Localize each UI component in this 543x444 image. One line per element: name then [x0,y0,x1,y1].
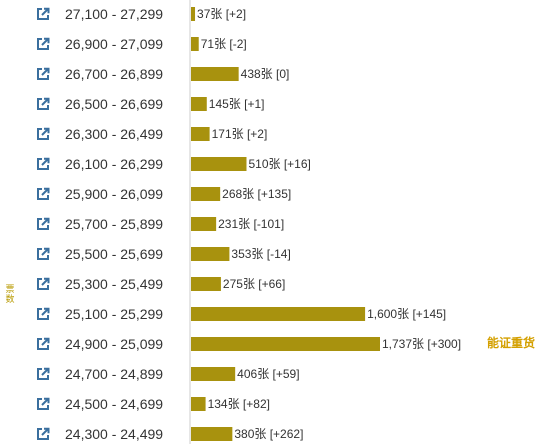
bar [191,37,199,51]
external-link-icon[interactable] [37,427,50,440]
category-label: 24,300 - 24,499 [65,426,163,442]
bar-annotation: 能证重货 [487,335,535,350]
bar-value-label: 231张 [-101] [218,217,284,231]
bar-value-label: 268张 [+135] [222,187,291,201]
bar [191,67,239,81]
bar [191,397,206,411]
category-label: 27,100 - 27,299 [65,6,163,22]
category-label: 26,300 - 26,499 [65,126,163,142]
category-label: 25,100 - 25,299 [65,306,163,322]
category-label: 26,100 - 26,299 [65,156,163,172]
external-link-icon[interactable] [37,397,50,410]
external-link-icon[interactable] [37,157,50,170]
bar [191,337,380,351]
bar [191,427,233,441]
category-label: 25,300 - 25,499 [65,276,163,292]
category-label: 25,700 - 25,899 [65,216,163,232]
bar-value-label: 145张 [+1] [209,97,265,111]
bar-value-label: 406张 [+59] [237,367,299,381]
category-label: 24,900 - 25,099 [65,336,163,352]
external-link-icon[interactable] [37,37,50,50]
bar [191,217,217,231]
external-link-icon[interactable] [37,187,50,200]
category-label: 26,900 - 27,099 [65,36,163,52]
external-link-icon[interactable] [37,97,50,110]
bar-value-label: 1,600张 [+145] [367,307,446,321]
bar-value-label: 134张 [+82] [208,397,270,411]
bar-value-label: 380张 [+262] [234,427,303,441]
bar-value-label: 510张 [+16] [248,157,310,171]
external-link-icon[interactable] [37,217,50,230]
bar-value-label: 438张 [0] [241,67,290,81]
category-label: 26,700 - 26,899 [65,66,163,82]
category-label: 26,500 - 26,699 [65,96,163,112]
external-link-icon[interactable] [37,67,50,80]
bar [191,157,247,171]
bar-value-label: 37张 [+2] [197,7,246,21]
external-link-icon[interactable] [37,277,50,290]
external-link-icon[interactable] [37,307,50,320]
bar [191,97,207,111]
category-label: 25,900 - 26,099 [65,186,163,202]
bar-value-label: 1,737张 [+300] [382,337,461,351]
bar-value-label: 71张 [-2] [201,37,247,51]
bar [191,277,221,291]
bar-value-label: 171张 [+2] [212,127,268,141]
external-link-icon[interactable] [37,337,50,350]
category-label: 24,500 - 24,699 [65,396,163,412]
external-link-icon[interactable] [37,127,50,140]
external-link-icon[interactable] [37,7,50,20]
bar [191,367,236,381]
y-axis-side-label: 票数 [5,284,15,304]
bar [191,247,230,261]
category-label: 24,700 - 24,899 [65,366,163,382]
category-label: 25,500 - 25,699 [65,246,163,262]
external-link-icon[interactable] [37,247,50,260]
bar [191,307,366,321]
bar [191,187,221,201]
bar-value-label: 275张 [+66] [223,277,285,291]
external-link-icon[interactable] [37,367,50,380]
bar [191,7,196,21]
bar-value-label: 353张 [-14] [231,247,290,261]
bar [191,127,210,141]
